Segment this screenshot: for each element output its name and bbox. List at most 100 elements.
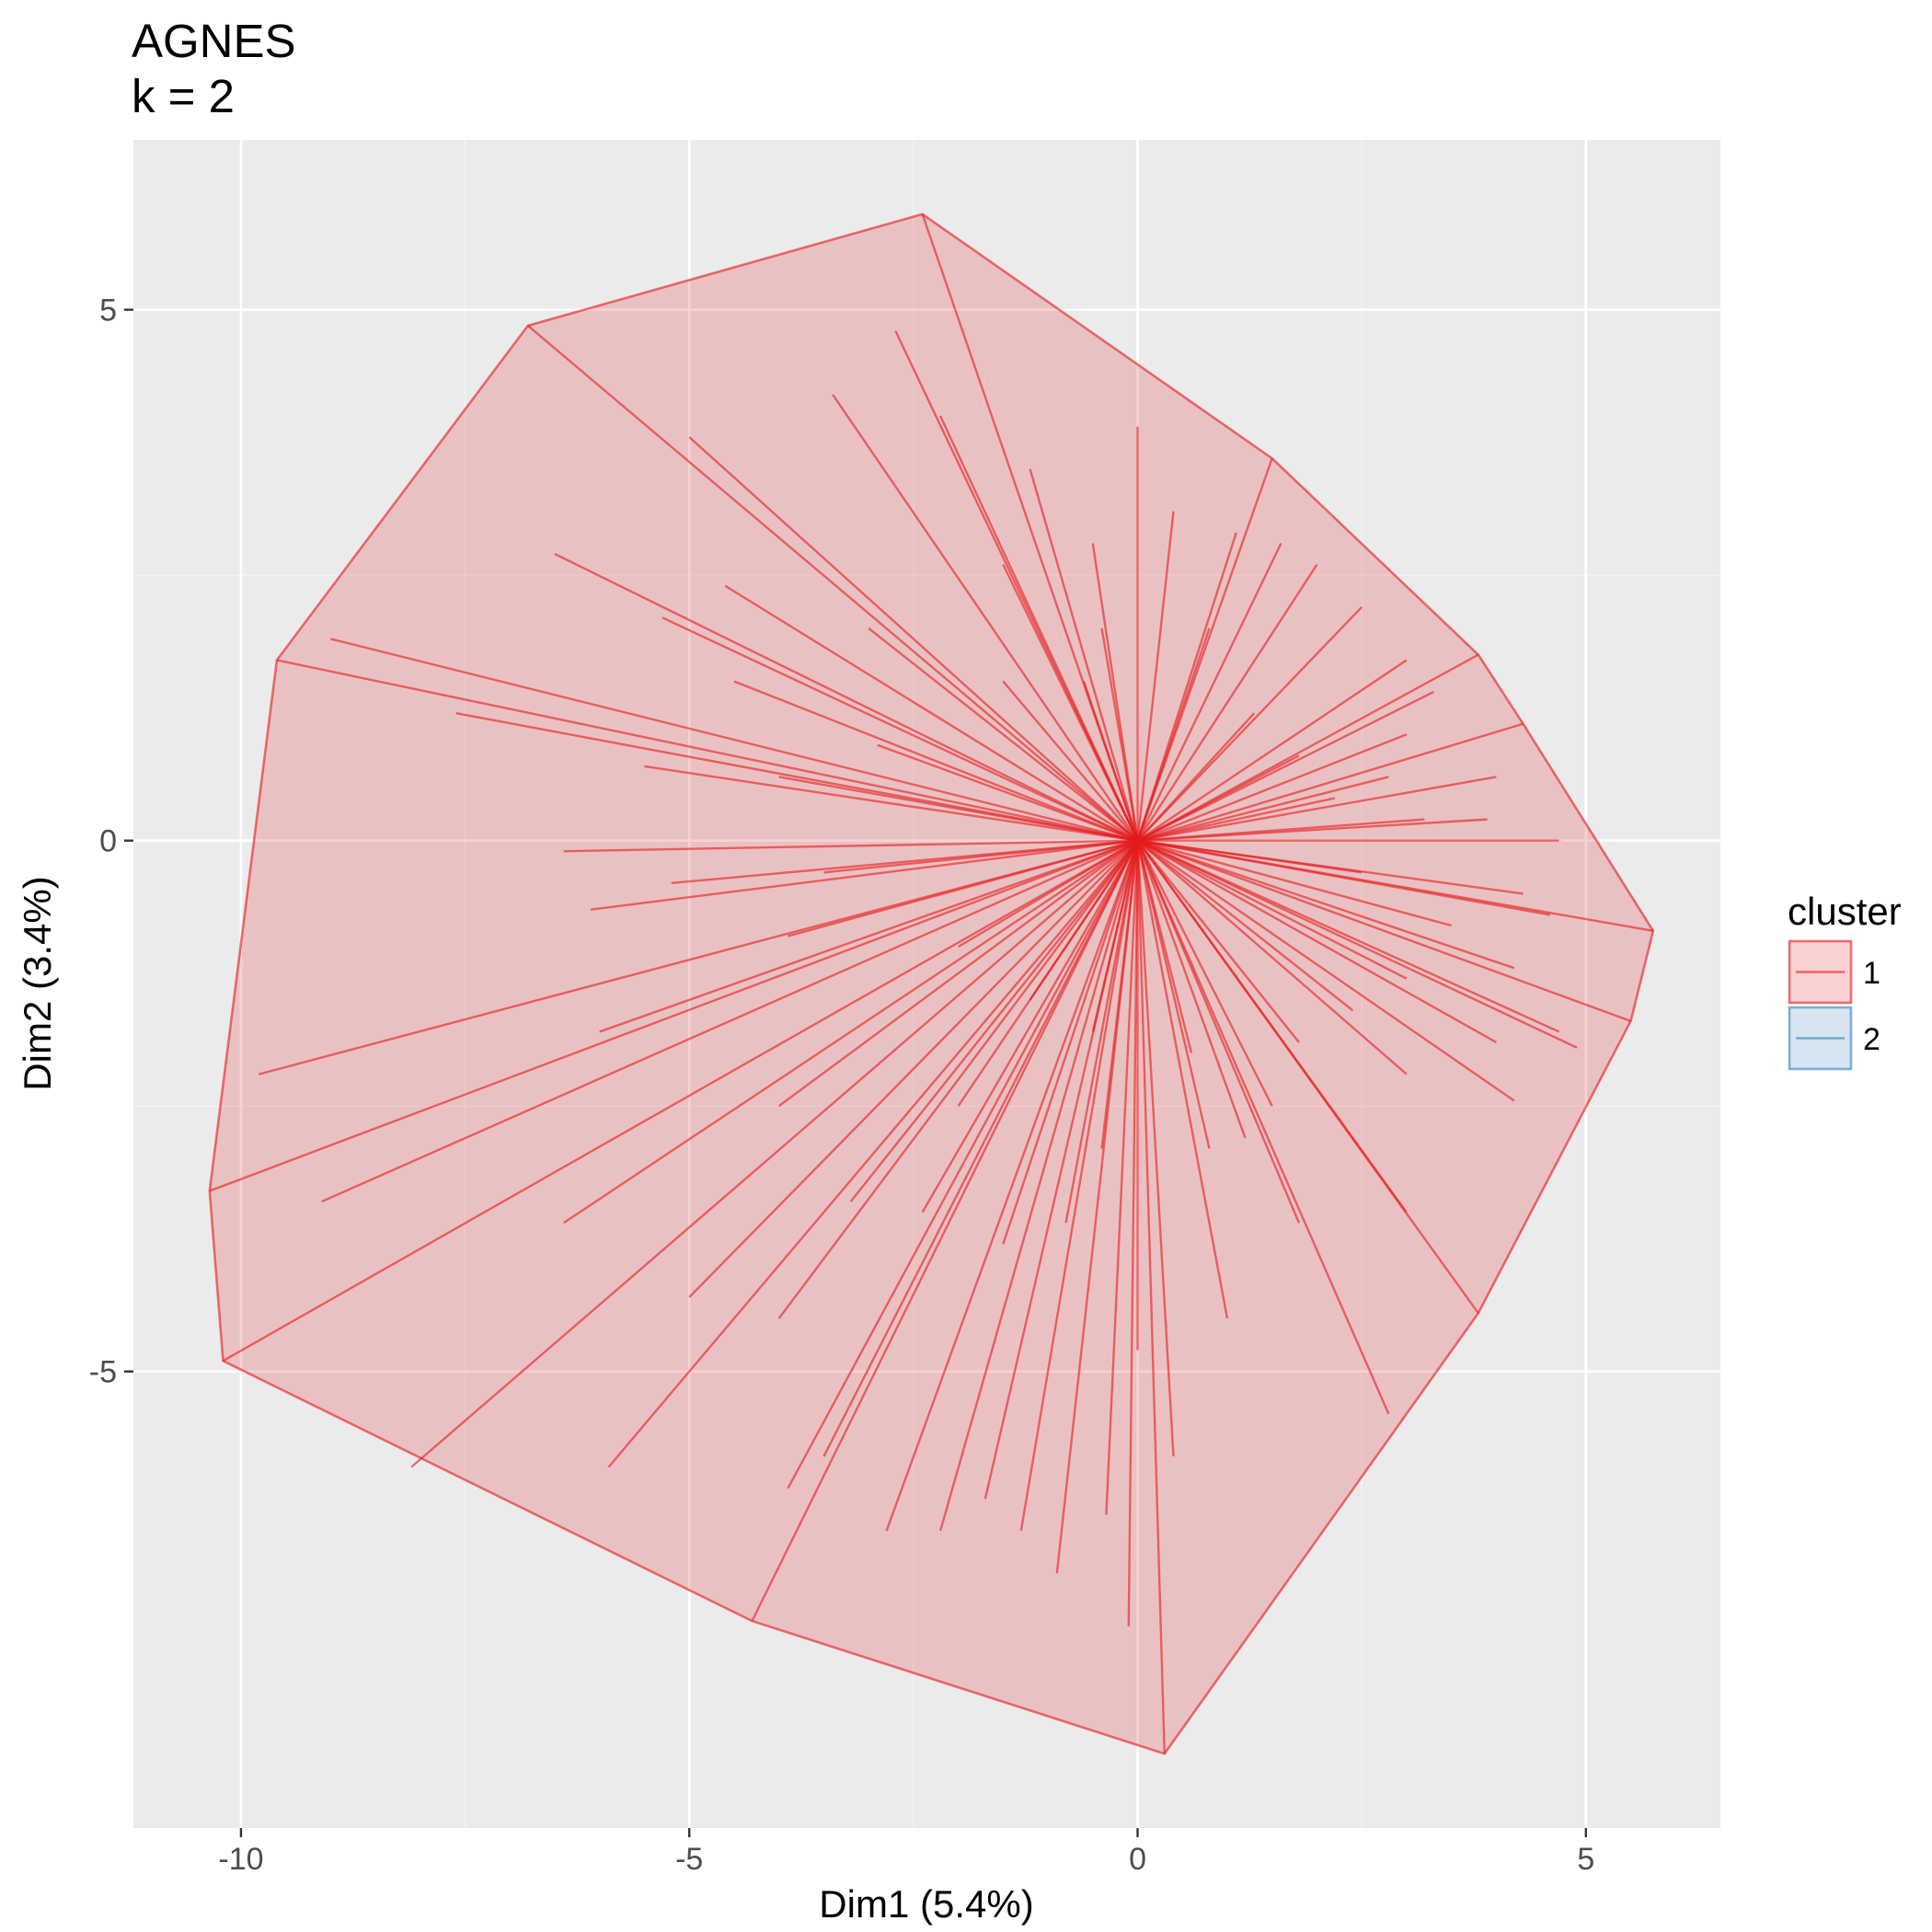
cluster-segment: [590, 839, 1138, 911]
cluster-segment: [1136, 840, 1175, 1457]
cluster-segment: [1002, 840, 1139, 1245]
cluster-segment: [1137, 733, 1408, 842]
cluster-segment: [1137, 839, 1452, 927]
y-tick-label: 0: [99, 824, 117, 859]
cluster-segments: [209, 213, 1654, 1754]
cluster-segment: [1100, 627, 1139, 841]
cluster-segment: [1136, 840, 1247, 1139]
cluster-segment: [939, 415, 1139, 842]
cluster-segment: [1136, 839, 1515, 1102]
cluster-segment: [644, 765, 1138, 842]
cluster-segment: [276, 659, 1138, 842]
cluster-segment: [1136, 511, 1175, 841]
cluster-segment: [1029, 468, 1139, 842]
cluster-segment: [751, 840, 1139, 1622]
cluster-segment: [1127, 840, 1139, 1627]
cluster-segment: [688, 839, 1139, 1298]
cluster-segment: [885, 840, 1139, 1532]
cluster-segment: [777, 839, 1139, 1108]
chart-title: AGNES: [132, 15, 296, 67]
cluster-segment: [554, 553, 1139, 842]
cluster-segment: [563, 839, 1138, 853]
cluster-segment: [1136, 840, 1229, 1319]
cluster-segment: [1136, 839, 1300, 1043]
cluster-segment: [832, 394, 1139, 842]
cluster-segment: [1136, 627, 1211, 842]
cluster-segment: [777, 839, 1139, 1319]
cluster-segment: [1100, 840, 1139, 1149]
cluster-segment: [1136, 839, 1408, 980]
cluster-segment: [788, 839, 1138, 937]
cluster-segment: [868, 627, 1139, 842]
cluster-segment: [849, 839, 1139, 1202]
cluster-segment: [527, 325, 1139, 842]
cluster-segment: [1137, 839, 1560, 1033]
cluster-segment: [1136, 543, 1282, 842]
cluster-segment: [1002, 564, 1139, 842]
cluster-segment: [1019, 840, 1139, 1532]
cluster-segment: [733, 680, 1138, 842]
cluster-segment: [330, 638, 1138, 842]
cluster-segment: [599, 839, 1138, 1033]
cluster-segment: [823, 839, 1138, 874]
cluster-segment: [1137, 839, 1363, 874]
cluster-segment: [778, 776, 1138, 842]
cluster-segment: [1136, 840, 1193, 1053]
cluster-segment: [1137, 818, 1425, 842]
x-tick-label: -10: [218, 1842, 263, 1877]
cluster-segment: [1137, 839, 1631, 1023]
cluster-segment: [1136, 839, 1497, 1044]
cluster-segment: [1137, 839, 1578, 1049]
cluster-segment: [1082, 681, 1139, 842]
y-tick-label: 5: [99, 293, 117, 328]
cluster-segment: [1029, 840, 1139, 1001]
cluster-segment: [1136, 840, 1301, 1224]
cluster-segment: [1136, 659, 1408, 842]
cluster-segment: [822, 840, 1139, 1457]
cluster-segment: [1136, 754, 1300, 842]
legend-label-2: 2: [1863, 1022, 1880, 1057]
cluster-segment: [957, 839, 1139, 949]
cluster-segment: [1136, 840, 1390, 1415]
cluster-segment: [222, 839, 1139, 1363]
cluster-segment: [1136, 563, 1318, 842]
chart-subtitle: k = 2: [132, 70, 235, 122]
legend: cluster 1 2: [1788, 890, 1902, 1071]
cluster-segment: [1136, 605, 1363, 842]
cluster-segment: [1136, 840, 1166, 1754]
x-tick-label: 5: [1577, 1842, 1594, 1877]
cluster-segment: [410, 839, 1139, 1468]
cluster-segment: [1091, 840, 1139, 1032]
y-axis-ticks: -5 0 5: [89, 293, 133, 1390]
cluster-segment: [1136, 712, 1256, 842]
cluster-hulls: [208, 213, 1655, 1755]
cluster-segment: [1137, 839, 1515, 970]
cluster-segment: [1137, 722, 1524, 842]
cluster-segment: [321, 839, 1139, 1203]
cluster-segment: [688, 436, 1139, 842]
cluster-segment: [1137, 776, 1497, 842]
cluster-segment: [1002, 680, 1139, 842]
cluster-segment: [209, 839, 1138, 1192]
cluster-segment: [1064, 840, 1139, 1224]
cluster-segment: [1137, 797, 1336, 842]
y-axis-title: Dim2 (3.4%): [16, 876, 59, 1090]
cluster-segment: [787, 840, 1139, 1489]
cluster-segment: [938, 840, 1139, 1532]
legend-title: cluster: [1788, 890, 1902, 933]
cluster-segment: [563, 839, 1139, 1225]
x-tick-label: -5: [675, 1842, 703, 1877]
cluster-segment: [607, 839, 1139, 1468]
cluster-segment: [661, 616, 1139, 842]
cluster-segment: [921, 840, 1139, 1213]
cluster-segment: [1136, 839, 1408, 1213]
x-axis-title: Dim1 (5.4%): [819, 1882, 1033, 1926]
cluster-segment: [1136, 839, 1354, 1012]
cluster-segment: [1137, 776, 1389, 842]
cluster-segment: [724, 584, 1139, 842]
y-tick-label: -5: [89, 1355, 117, 1390]
cluster-segment: [1105, 840, 1139, 1515]
x-axis-ticks: -10 -5 0 5: [218, 1828, 1594, 1877]
cluster-segment: [1136, 839, 1408, 1075]
